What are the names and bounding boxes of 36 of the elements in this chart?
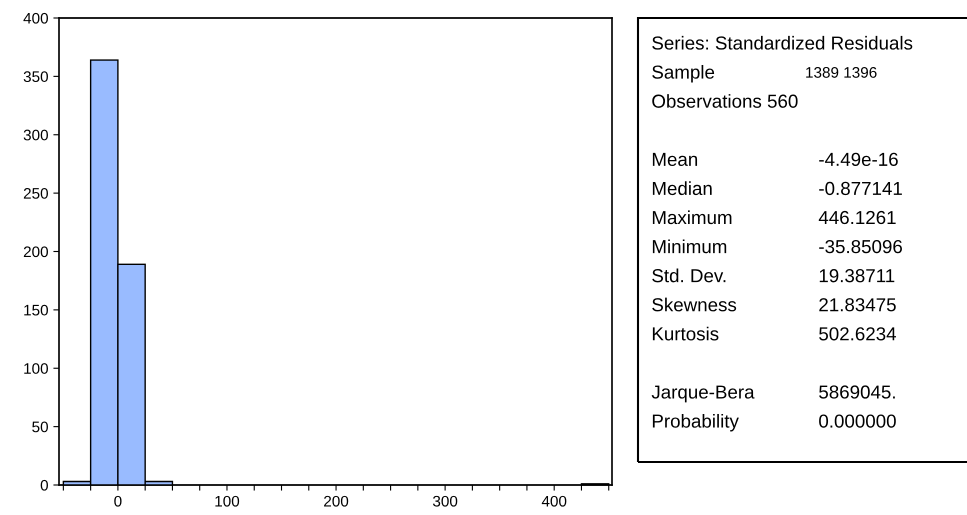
y-tick-label: 200 — [24, 246, 48, 258]
x-tick-label: 200 — [324, 496, 348, 507]
y-tick-label: 250 — [24, 188, 48, 199]
text: -0.877141 — [819, 182, 902, 196]
text: Probability — [652, 414, 739, 432]
text: 0.000000 — [819, 414, 896, 428]
text: 446.1261 — [818, 210, 896, 224]
text: Mean — [652, 152, 698, 166]
text: -35.85096 — [819, 240, 902, 254]
text: Observations 560 — [652, 94, 798, 108]
text: 21.83475 — [819, 298, 896, 312]
text: Minimum — [652, 239, 726, 254]
text: Series: Standardized Residuals — [652, 36, 912, 50]
x-tick-label: 0 — [114, 496, 122, 507]
y-tick-label: 300 — [24, 130, 48, 140]
y-tick-label: 50 — [32, 421, 48, 432]
text: 502.6234 — [819, 327, 896, 340]
x-tick-label: 100 — [215, 496, 240, 507]
text: 1389 1396 — [806, 67, 877, 78]
y-tick-label: 150 — [24, 304, 48, 316]
y-tick-label: 100 — [24, 363, 48, 374]
x-tick-label: 400 — [542, 496, 566, 507]
text: Skewness — [652, 298, 736, 312]
text: 19.38711 — [820, 269, 894, 282]
y-tick-label: 350 — [24, 71, 48, 82]
text: Std. Dev. — [652, 268, 726, 282]
text: Jarque-Bera — [652, 386, 755, 402]
text: Sample — [652, 64, 714, 82]
y-tick-label: 400 — [23, 12, 48, 24]
text: 5869045. — [819, 385, 895, 399]
text: Median — [652, 181, 712, 196]
y-tick-label: 0 — [40, 480, 48, 491]
x-tick-label: 300 — [432, 496, 458, 507]
text: Maximum — [652, 210, 732, 224]
text: -4.49e-16 — [819, 152, 898, 166]
text: Kurtosis — [652, 326, 718, 340]
